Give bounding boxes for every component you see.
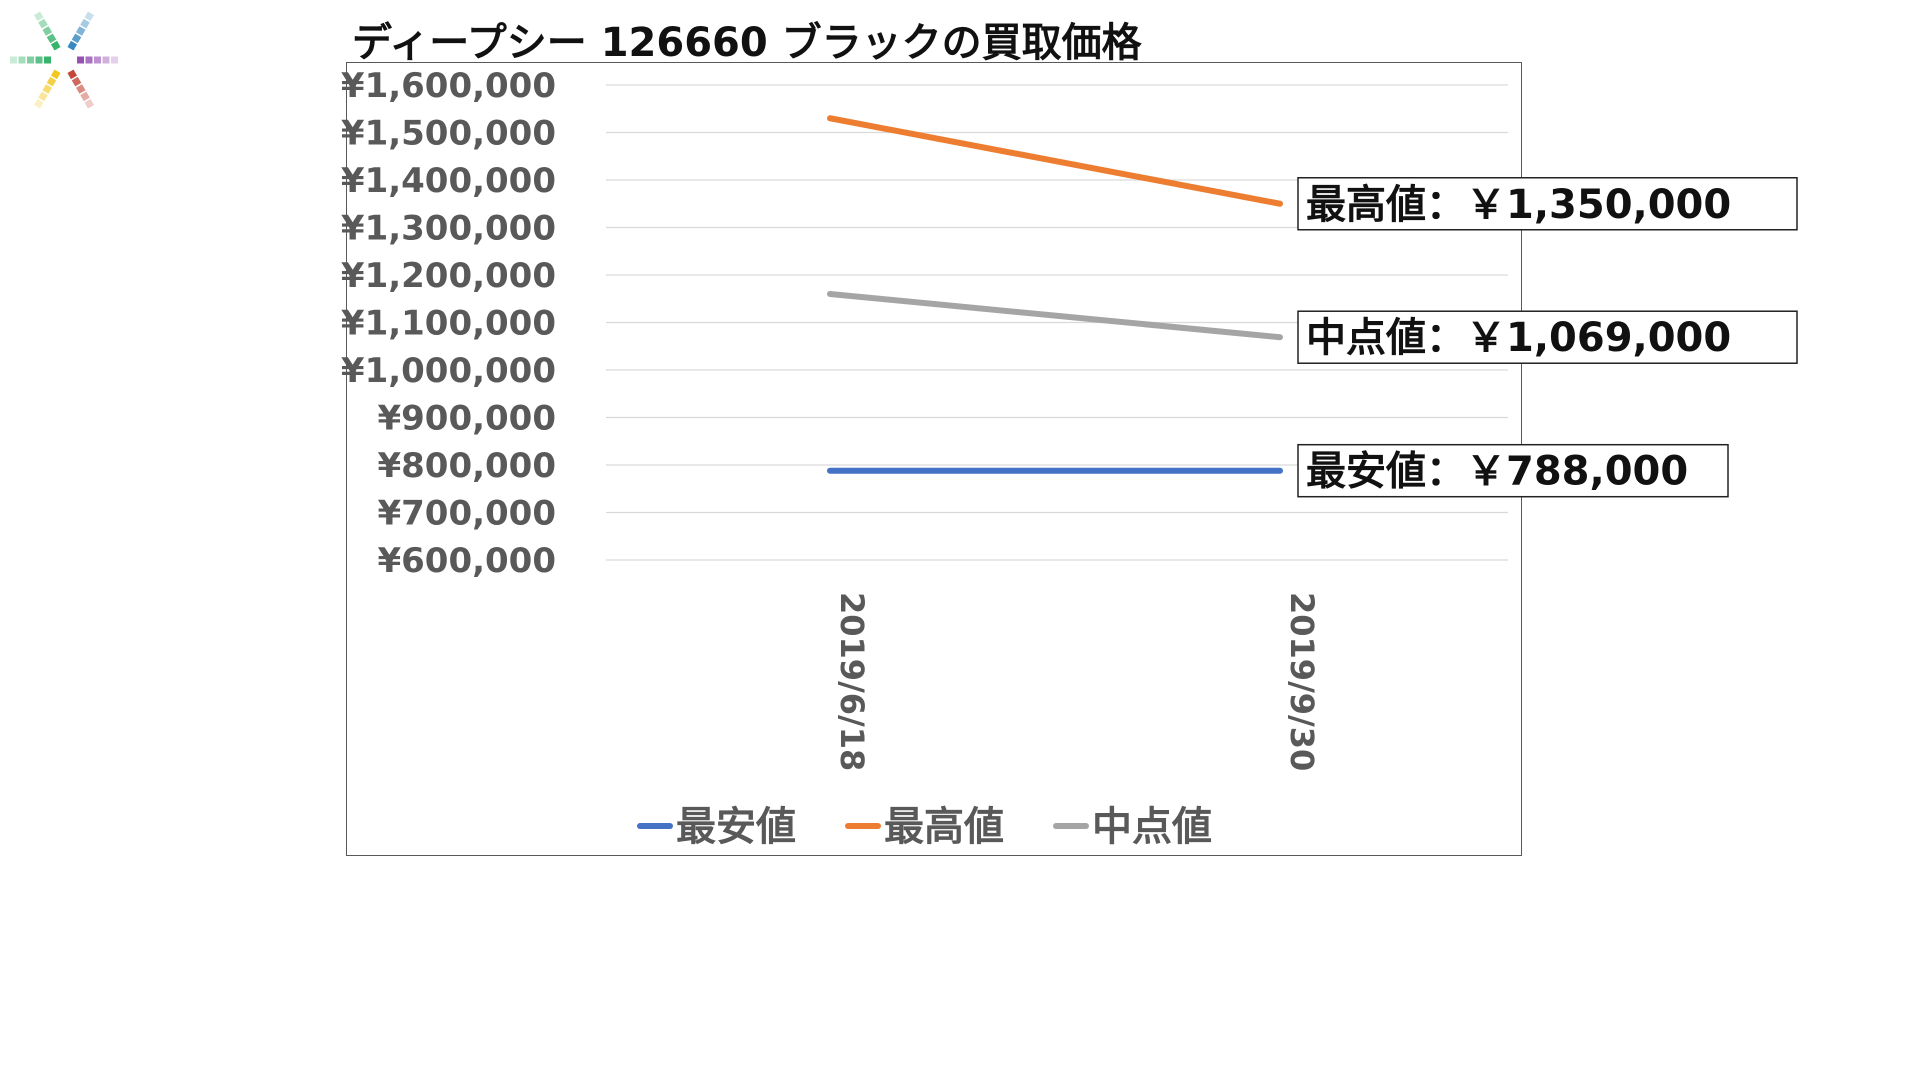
- logo-square: [75, 84, 86, 94]
- logo-square: [71, 76, 82, 87]
- logo-square: [18, 56, 26, 64]
- logo-square: [33, 11, 44, 22]
- logo-square: [67, 40, 78, 51]
- logo-square: [94, 56, 101, 64]
- y-tick-label: ¥900,000: [377, 399, 556, 439]
- logo-square: [38, 91, 48, 102]
- logo-square: [77, 56, 84, 64]
- logo-square: [80, 18, 90, 29]
- data-callout-box: [1297, 310, 1798, 364]
- legend-label: 最安値: [676, 804, 796, 850]
- logo-icon: [10, 11, 118, 109]
- logo-square: [102, 56, 110, 64]
- data-callout-box: [1297, 443, 1729, 498]
- logo-square: [33, 98, 44, 109]
- logo-square: [27, 56, 34, 64]
- logo-square: [38, 18, 48, 29]
- logo-square: [46, 76, 57, 87]
- y-tick-label: ¥1,400,000: [341, 161, 556, 201]
- y-tick-label: ¥1,200,000: [341, 256, 556, 296]
- logo-square: [44, 56, 51, 64]
- logo-square: [80, 91, 90, 102]
- y-tick-label: ¥700,000: [377, 494, 556, 534]
- logo-square: [75, 26, 86, 36]
- logo-square: [84, 98, 95, 109]
- y-tick-label: ¥800,000: [377, 446, 556, 486]
- logo-square: [67, 69, 78, 80]
- x-tick-label: 2019/9/30: [1283, 592, 1321, 771]
- series-line-1: [827, 115, 1283, 207]
- y-tick-label: ¥600,000: [377, 541, 556, 581]
- data-callout-label: 中点値：￥1,069,000: [1306, 315, 1731, 361]
- x-tick-label: 2019/6/18: [833, 592, 871, 771]
- logo-square: [46, 33, 57, 44]
- logo-square: [50, 69, 61, 80]
- data-callout-box: [1297, 177, 1798, 231]
- series-line-2: [827, 291, 1283, 341]
- y-tick-label: ¥1,300,000: [341, 209, 556, 249]
- logo-square: [71, 33, 82, 44]
- logo-square: [111, 56, 118, 64]
- logo-square: [42, 26, 53, 36]
- logo-square: [50, 40, 61, 51]
- logo-square: [42, 84, 53, 94]
- legend-label: 中点値: [1092, 804, 1212, 850]
- logo-square: [35, 56, 43, 64]
- y-tick-label: ¥1,100,000: [341, 304, 556, 344]
- logo-square: [10, 56, 17, 64]
- y-tick-label: ¥1,000,000: [341, 351, 556, 391]
- logo-square: [84, 11, 95, 22]
- y-tick-label: ¥1,500,000: [341, 114, 556, 154]
- chart-title: ディープシー 126660 ブラックの買取価格: [352, 20, 1142, 66]
- data-callout-label: 最高値：￥1,350,000: [1306, 182, 1731, 228]
- logo-square: [85, 56, 93, 64]
- data-callout-label: 最安値：￥788,000: [1306, 449, 1688, 495]
- y-tick-label: ¥1,600,000: [341, 66, 556, 106]
- legend-label: 最高値: [884, 804, 1004, 850]
